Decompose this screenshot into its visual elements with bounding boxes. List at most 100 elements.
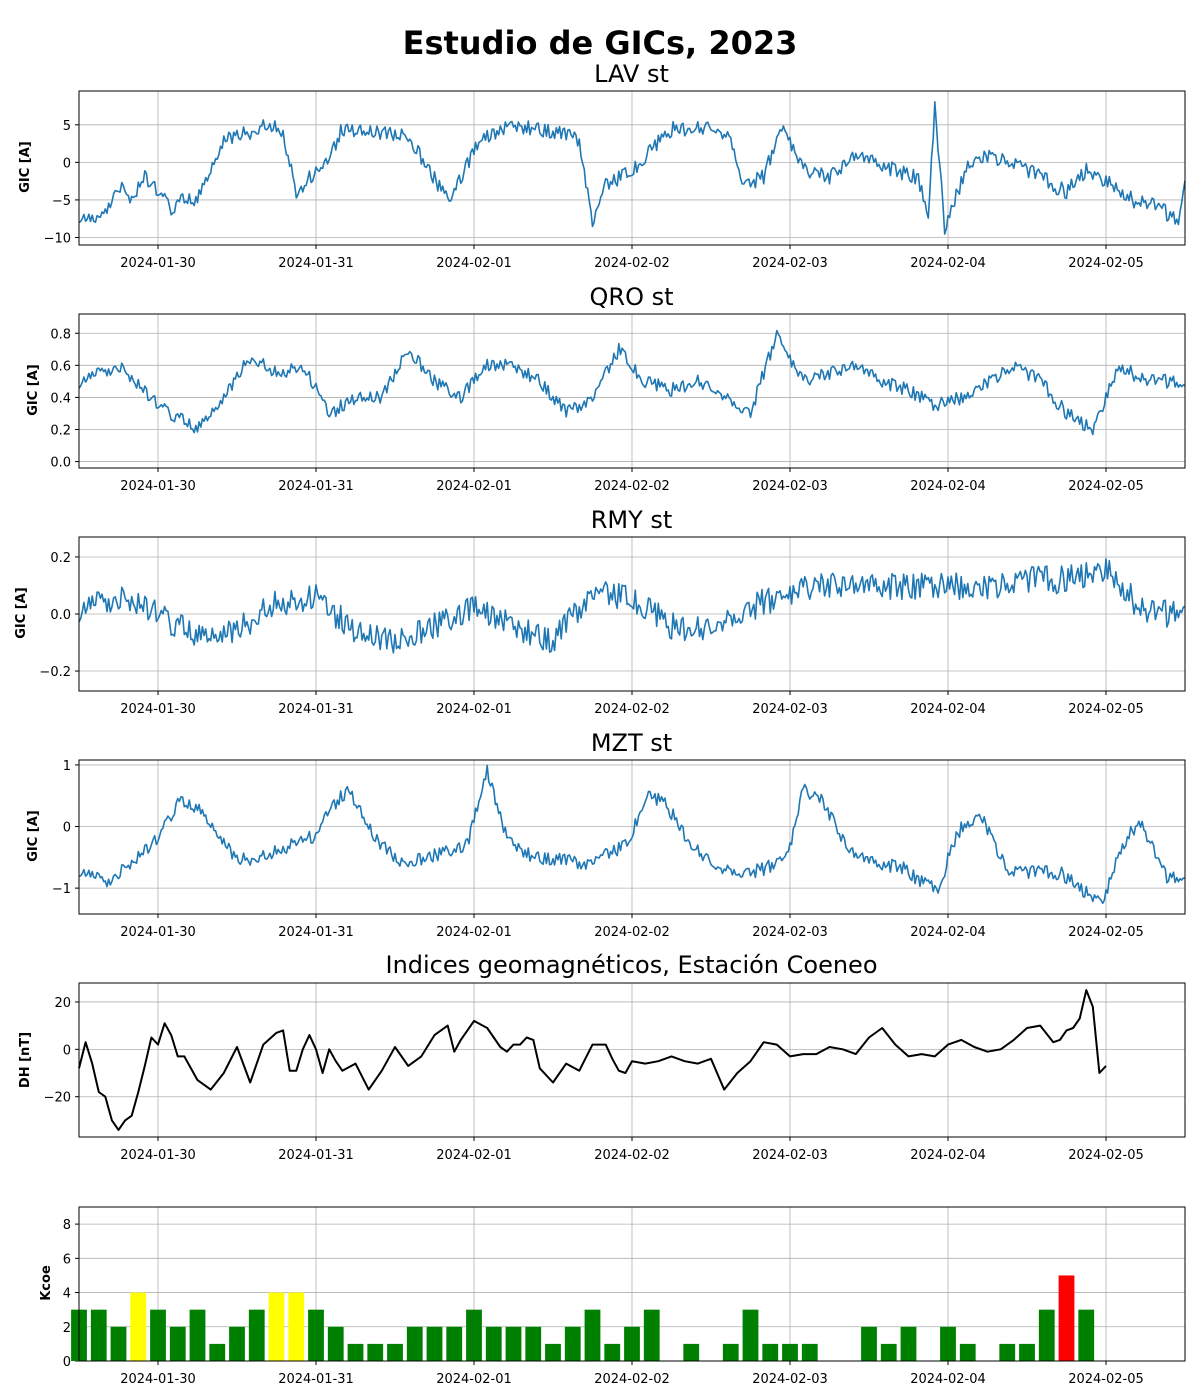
y-tick-label: 0.0	[50, 608, 71, 623]
ylabel-lav: GIC [A]	[18, 141, 33, 193]
ylabel-kcoe: Kcoe	[39, 1265, 54, 1301]
k-bar	[505, 1326, 522, 1361]
x-tick-label: 2024-02-05	[1068, 479, 1144, 494]
k-bar	[387, 1343, 403, 1361]
k-bar	[940, 1326, 956, 1361]
x-tick-label: 2024-01-30	[120, 1148, 196, 1163]
x-tick-label: 2024-02-05	[1068, 702, 1144, 717]
x-tick-label: 2024-01-30	[120, 256, 196, 271]
k-bar	[90, 1309, 107, 1361]
x-tick-label: 2024-01-31	[278, 1372, 354, 1387]
k-bar	[584, 1309, 601, 1361]
x-tick-label: 2024-01-31	[278, 479, 354, 494]
series-line-lav	[78, 101, 1186, 235]
k-bar	[268, 1292, 285, 1361]
x-tick-label: 2024-02-04	[910, 702, 986, 717]
axes-frame	[78, 536, 1186, 692]
x-tick-label: 2024-02-03	[752, 925, 828, 940]
x-tick-label: 2024-02-05	[1068, 925, 1144, 940]
panel-title-lav: LAV st	[594, 60, 669, 88]
y-tick-label: 0.8	[50, 327, 71, 342]
x-tick-label: 2024-02-04	[910, 925, 986, 940]
k-bar	[327, 1326, 344, 1361]
y-tick-label: 20	[54, 996, 71, 1011]
x-tick-label: 2024-02-01	[436, 1372, 512, 1387]
panel-rmy: RMY st GIC [A] 2024-01-30 2024-01-31 2024-…	[14, 506, 1186, 717]
x-tick-label: 2024-02-04	[910, 479, 986, 494]
panel-title-dh: Indices geomagnéticos, Estación Coeneo	[385, 951, 877, 979]
axes-frame	[78, 759, 1186, 915]
k-bar	[1058, 1275, 1075, 1361]
x-tick-label: 2024-01-30	[120, 479, 196, 494]
x-tick-label: 2024-01-30	[120, 1372, 196, 1387]
ylabel-mzt: GIC [A]	[26, 810, 41, 862]
panel-kcoe: Kcoe 2024-01-30 2024-01-31 2024-02-01 2024-…	[39, 1206, 1186, 1387]
k-bar	[150, 1309, 166, 1361]
x-tick-label: 2024-01-31	[278, 702, 354, 717]
k-bar	[110, 1326, 127, 1361]
x-tick-label: 2024-02-02	[594, 256, 670, 271]
y-tick-label: −10	[44, 231, 71, 246]
x-tick-label: 2024-02-03	[752, 702, 828, 717]
x-tick-label: 2024-02-04	[910, 256, 986, 271]
x-tick-label: 2024-02-01	[436, 702, 512, 717]
panel-lav: LAV st GIC [A] 2024-01-30 2024-01-31 2024-…	[18, 60, 1186, 271]
x-tick-label: 2024-02-03	[752, 1372, 828, 1387]
plot-area-dh: 2024-01-30 2024-01-31 2024-02-01 2024-02-02…	[44, 982, 1186, 1163]
plot-area-qro: 2024-01-30 2024-01-31 2024-02-01 2024-02-02…	[50, 313, 1186, 494]
series-line-rmy	[78, 558, 1186, 654]
x-tick-label: 2024-02-02	[594, 1148, 670, 1163]
k-bar	[466, 1309, 482, 1361]
y-tick-label: 0.4	[50, 391, 71, 406]
x-tick-label: 2024-02-01	[436, 925, 512, 940]
x-tick-label: 2024-02-05	[1068, 1372, 1144, 1387]
y-tick-label: −5	[52, 194, 71, 209]
y-tick-label: 0.6	[50, 359, 71, 374]
y-tick-label: 2	[63, 1321, 71, 1336]
k-bar	[564, 1326, 581, 1361]
panel-title-qro: QRO st	[590, 283, 674, 311]
k-bar	[288, 1292, 305, 1361]
x-tick-label: 2024-02-01	[436, 1148, 512, 1163]
x-tick-label: 2024-02-03	[752, 479, 828, 494]
k-bar	[1038, 1309, 1055, 1361]
y-tick-label: 4	[63, 1287, 71, 1302]
axes-frame	[78, 1206, 1186, 1362]
panel-title-rmy: RMY st	[591, 506, 673, 534]
x-tick-label: 2024-01-31	[278, 925, 354, 940]
k-bar	[683, 1343, 700, 1361]
k-bar	[880, 1343, 897, 1361]
k-bar	[999, 1343, 1016, 1361]
y-tick-label: 0.0	[50, 456, 71, 471]
k-bar	[959, 1343, 976, 1361]
series-line-mzt	[78, 764, 1186, 905]
plot-area-rmy: 2024-01-30 2024-01-31 2024-02-01 2024-02-02…	[39, 536, 1186, 717]
k-bar	[801, 1343, 818, 1361]
x-tick-label: 2024-01-31	[278, 1148, 354, 1163]
k-bar	[624, 1326, 640, 1361]
x-tick-label: 2024-02-02	[594, 925, 670, 940]
y-tick-label: 5	[63, 119, 71, 134]
k-bar	[722, 1343, 739, 1361]
y-tick-label: 8	[63, 1218, 71, 1233]
panel-title-mzt: MZT st	[591, 729, 672, 757]
x-tick-label: 2024-02-05	[1068, 256, 1144, 271]
axes-frame	[78, 982, 1186, 1138]
k-bar	[189, 1309, 206, 1361]
y-tick-label: 0	[63, 1043, 71, 1058]
x-tick-label: 2024-02-02	[594, 479, 670, 494]
y-tick-label: 6	[63, 1252, 71, 1267]
x-tick-label: 2024-02-05	[1068, 1148, 1144, 1163]
series-line-qro	[78, 329, 1186, 436]
k-bar	[1019, 1343, 1035, 1361]
x-tick-label: 2024-01-31	[278, 256, 354, 271]
k-bar	[406, 1326, 423, 1361]
axes-frame	[78, 313, 1186, 469]
y-tick-label: 0.2	[50, 551, 71, 566]
panel-mzt: MZT st GIC [A] 2024-01-30 2024-01-31 2024-…	[26, 729, 1186, 940]
x-tick-label: 2024-02-04	[910, 1372, 986, 1387]
panel-dh: Indices geomagnéticos, Estación Coeneo D…	[18, 951, 1186, 1163]
k-bar	[229, 1326, 245, 1361]
k-bar	[367, 1343, 384, 1361]
